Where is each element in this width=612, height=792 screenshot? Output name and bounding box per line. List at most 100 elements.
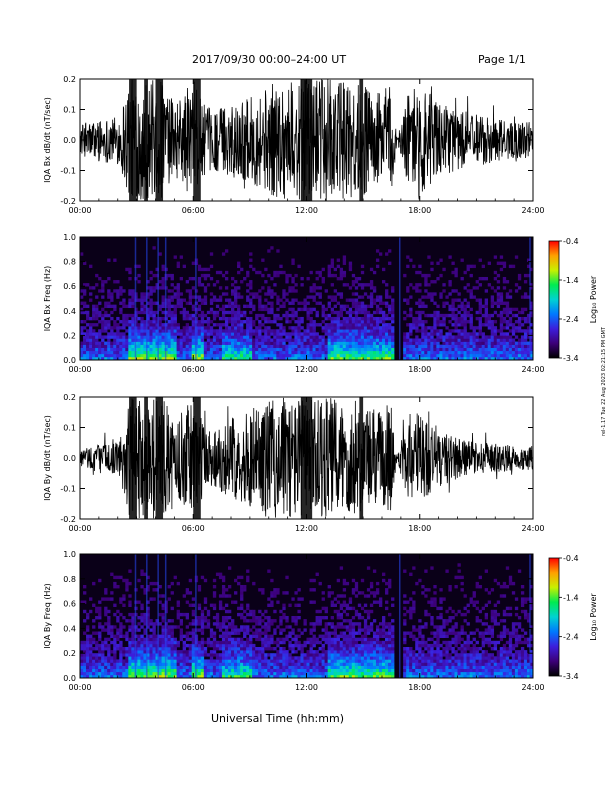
- spec-cell: [143, 622, 147, 626]
- spec-cell: [212, 631, 217, 635]
- spec-cell: [227, 662, 232, 666]
- spec-cell: [191, 665, 196, 669]
- spec-cell: [511, 356, 516, 361]
- spec-cell: [363, 603, 368, 607]
- spec-cell: [348, 320, 353, 324]
- spec-cell: [288, 301, 292, 305]
- spec-cell: [442, 289, 446, 293]
- spec-cell: [143, 326, 147, 330]
- spec-cell: [499, 338, 504, 342]
- spec-cell: [406, 662, 410, 666]
- spec-cell: [406, 289, 410, 293]
- spec-cell: [363, 356, 368, 361]
- spec-cell: [366, 588, 371, 592]
- spec-cell: [258, 304, 262, 309]
- spec-cell: [282, 289, 286, 293]
- spec-cell: [149, 286, 153, 290]
- spec-cell: [363, 622, 368, 626]
- spec-cell: [128, 668, 132, 673]
- spec-cell: [188, 313, 193, 318]
- spec-cell: [116, 347, 120, 352]
- spec-cell: [104, 326, 108, 330]
- spec-cell: [206, 625, 211, 629]
- spec-cell: [107, 653, 111, 657]
- spec-cell: [212, 344, 217, 348]
- spec-cell: [224, 292, 229, 296]
- spec-cell: [294, 622, 298, 626]
- spec-cell: [330, 329, 334, 333]
- spec-cell: [490, 323, 495, 327]
- spec-cell: [188, 292, 193, 296]
- spec-cell: [209, 650, 214, 654]
- spec-cell: [466, 310, 470, 315]
- spec-cell: [140, 640, 144, 645]
- spec-cell: [454, 298, 458, 302]
- spec-cell: [246, 356, 250, 361]
- spec-cell: [83, 356, 87, 361]
- spec-cell: [182, 653, 186, 657]
- spec-cell: [306, 276, 310, 281]
- spec-cell: [167, 634, 171, 638]
- spec-cell: [511, 353, 516, 358]
- spec-cell: [89, 356, 93, 361]
- spec-cell: [318, 356, 322, 361]
- spec-cell: [237, 612, 241, 617]
- spec-cell: [330, 600, 334, 604]
- spec-cell: [128, 353, 132, 358]
- spec-cell: [218, 329, 223, 333]
- spec-cell: [170, 310, 174, 315]
- spec-cell: [520, 338, 525, 342]
- spec-cell: [267, 341, 271, 345]
- spec-cell: [481, 353, 485, 358]
- spec-cell: [378, 307, 383, 312]
- spec-cell: [255, 329, 259, 333]
- spec-cell: [95, 671, 99, 676]
- spec-cell: [152, 338, 156, 342]
- spec-cell: [80, 640, 84, 645]
- spec-cell: [110, 295, 114, 299]
- spec-cell: [89, 323, 93, 327]
- spec-cell: [466, 301, 470, 305]
- spec-cell: [107, 659, 111, 663]
- spec-cell: [354, 631, 359, 635]
- spec-cell: [182, 332, 186, 336]
- spec-cell: [378, 622, 383, 626]
- spec-cell: [315, 616, 319, 620]
- spec-cell: [327, 674, 331, 679]
- spec-cell: [83, 647, 87, 651]
- spec-cell: [327, 350, 331, 355]
- spec-cell: [110, 665, 114, 669]
- spec-cell: [288, 656, 292, 660]
- spec-cell: [330, 659, 334, 663]
- spec-cell: [231, 625, 235, 629]
- spec-cell: [258, 619, 262, 623]
- spec-cell: [366, 616, 371, 620]
- spec-cell: [101, 280, 105, 284]
- spec-cell: [80, 341, 84, 345]
- spec-cell: [149, 329, 153, 333]
- bx-dbdt-ytick-label: 0.2: [63, 75, 76, 84]
- spec-cell: [354, 647, 359, 651]
- spec-cell: [276, 659, 280, 663]
- spec-cell: [249, 350, 253, 355]
- spec-cell: [412, 344, 416, 348]
- spec-cell: [499, 356, 504, 361]
- spec-cell: [86, 656, 90, 660]
- spec-cell: [369, 640, 374, 645]
- spec-cell: [312, 674, 316, 679]
- spec-cell: [487, 335, 492, 339]
- spec-cell: [508, 264, 513, 269]
- spec-cell: [354, 671, 359, 676]
- spec-cell: [475, 332, 479, 336]
- spec-cell: [490, 347, 495, 352]
- spec-cell: [511, 329, 516, 333]
- spec-cell: [514, 255, 519, 259]
- spec-cell: [514, 356, 519, 361]
- spec-cell: [288, 326, 292, 330]
- spec-cell: [176, 581, 180, 586]
- spec-cell: [357, 671, 362, 676]
- spec-cell: [300, 656, 304, 660]
- spec-cell: [463, 307, 467, 312]
- spec-cell: [161, 332, 165, 336]
- spec-cell: [98, 335, 102, 339]
